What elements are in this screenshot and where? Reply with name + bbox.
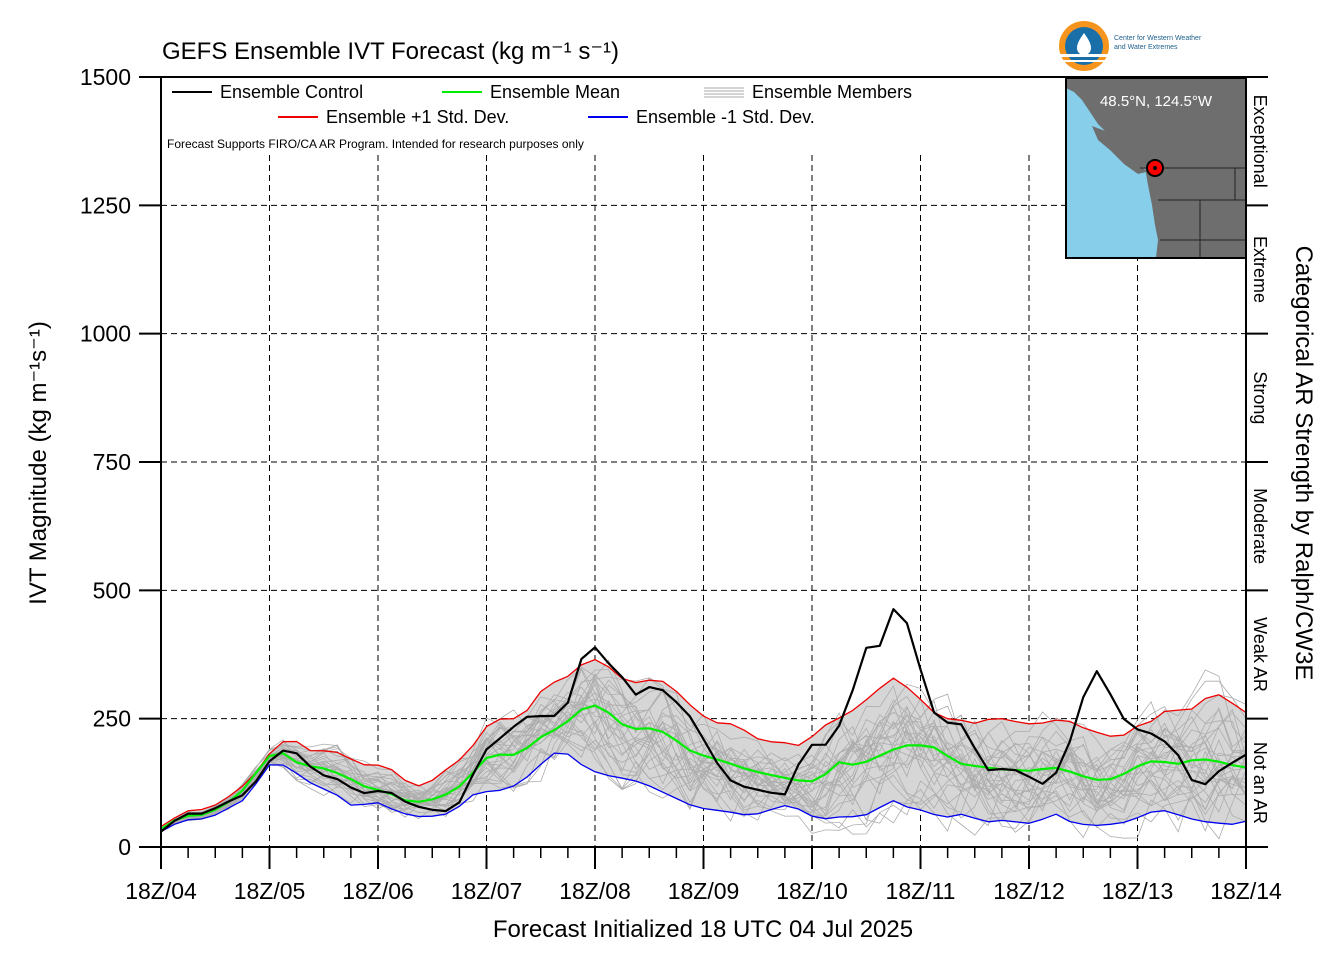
logo-text-line1: Center for Western Weather <box>1114 35 1202 42</box>
y-tick-label: 750 <box>93 449 131 475</box>
inset-map-island <box>1092 126 1146 174</box>
y-tick-label: 0 <box>118 834 131 860</box>
chart-title: GEFS Ensemble IVT Forecast (kg m⁻¹ s⁻¹) <box>162 38 619 65</box>
inset-map-label: 48.5°N, 124.5°W <box>1100 93 1213 110</box>
ensemble-member-line <box>160 686 1247 830</box>
legend-swatch-members <box>704 87 744 98</box>
y-tick-label: 1250 <box>80 192 131 218</box>
y-axis-label: IVT Magnitude (kg m⁻¹s⁻¹) <box>25 321 52 605</box>
series-line-ensemble-mean <box>160 704 1247 830</box>
series-lines <box>160 608 1247 833</box>
legend-label-plus-sd: Ensemble +1 Std. Dev. <box>326 107 509 127</box>
logo-wave-2 <box>1059 60 1109 62</box>
ensemble-member-line <box>160 673 1247 830</box>
series-line-ensemble-control <box>160 608 1247 833</box>
category-label: Extreme <box>1250 236 1270 303</box>
legend-label-minus-sd: Ensemble -1 Std. Dev. <box>636 107 815 127</box>
x-tick-label: 18Z/10 <box>776 878 848 904</box>
legend-label-members: Ensemble Members <box>752 82 912 102</box>
category-label: Moderate <box>1250 488 1270 564</box>
ensemble-member-line <box>160 678 1247 830</box>
series-line-ensemble-1-std-dev <box>160 658 1247 828</box>
logo-text-line2: and Water Extremes <box>1114 44 1178 51</box>
category-label: Exceptional <box>1250 95 1270 188</box>
x-ticks: 18Z/04 18Z/05 18Z/06 18Z/07 18Z/08 18Z/09 18Z/… <box>125 847 1282 904</box>
inset-map-frame <box>1065 77 1247 259</box>
x-tick-label: 18Z/11 <box>886 878 956 904</box>
x-tick-label: 18Z/07 <box>451 878 523 904</box>
y-tick-label: 500 <box>93 577 131 603</box>
location-marker-center <box>1153 166 1157 170</box>
y-tick-label: 1000 <box>80 321 131 347</box>
cw3e-logo: Center for Western Weather and Water Ext… <box>1059 21 1202 71</box>
ensemble-member-line <box>160 684 1247 831</box>
category-label: Weak AR <box>1250 617 1270 692</box>
x-tick-label: 18Z/14 <box>1210 878 1282 904</box>
ensemble-member-line <box>160 705 1247 830</box>
y-ticks: 0 250 500 750 1000 1250 1500 <box>80 64 161 860</box>
x-tick-label: 18Z/08 <box>559 878 631 904</box>
ensemble-member-line <box>160 666 1247 831</box>
ensemble-member-line <box>160 716 1247 830</box>
ensemble-member-line <box>160 680 1247 830</box>
grid-lines <box>161 155 1246 847</box>
ensemble-members <box>160 659 1247 840</box>
ar-categories: Not an AR Weak AR Moderate Strong Extreme Exc… <box>1246 76 1270 824</box>
x-tick-label: 18Z/13 <box>1102 878 1174 904</box>
inset-map: 48.5°N, 124.5°W <box>1065 77 1247 259</box>
category-label: Not an AR <box>1250 742 1270 824</box>
ensemble-member-line <box>160 683 1247 831</box>
legend-label-mean: Ensemble Mean <box>490 82 620 102</box>
right-axis-label: Categorical AR Strength by Ralph/CW3E <box>1290 246 1317 681</box>
ensemble-member-line <box>160 697 1247 830</box>
x-tick-label: 18Z/04 <box>125 878 197 904</box>
category-label: Strong <box>1250 371 1270 424</box>
research-note: Forecast Supports FIRO/CA AR Program. In… <box>167 137 584 151</box>
legend: Ensemble Control Ensemble Mean Ensemble … <box>167 82 912 151</box>
x-tick-label: 18Z/06 <box>342 878 414 904</box>
y-tick-label: 1500 <box>80 64 131 90</box>
x-tick-label: 18Z/05 <box>234 878 306 904</box>
x-tick-label: 18Z/09 <box>668 878 740 904</box>
x-axis-label: Forecast Initialized 18 UTC 04 Jul 2025 <box>493 916 913 943</box>
ensemble-member-line <box>160 714 1247 839</box>
water-drop-icon <box>1077 33 1091 55</box>
legend-label-control: Ensemble Control <box>220 82 363 102</box>
ensemble-member-line <box>160 667 1247 829</box>
y-tick-label: 250 <box>93 706 131 732</box>
ensemble-member-line <box>160 687 1247 831</box>
series-line-ensemble-1-std-dev <box>160 752 1247 833</box>
x-tick-label: 18Z/12 <box>993 878 1065 904</box>
logo-wave-1 <box>1059 54 1109 57</box>
